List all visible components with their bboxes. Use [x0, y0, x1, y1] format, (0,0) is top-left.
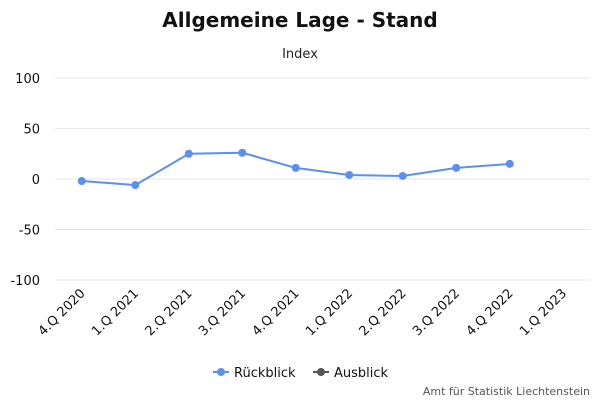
data-point[interactable]	[184, 149, 193, 158]
y-axis-ticks: 100 50 0 -50 -100	[10, 72, 40, 289]
chart-title: Allgemeine Lage - Stand	[162, 8, 437, 32]
x-tick-label: 3.Q 2022	[410, 286, 463, 339]
legend-marker-rueckblick	[217, 368, 225, 376]
y-tick-label: 0	[32, 173, 40, 188]
x-tick-label: 4.Q 2022	[464, 286, 517, 339]
series-layer	[77, 148, 514, 190]
data-point[interactable]	[398, 171, 407, 180]
legend-label-ausblick: Ausblick	[334, 366, 389, 381]
x-tick-label: 4.Q 2020	[36, 286, 89, 339]
grid-layer	[55, 77, 590, 281]
x-axis-ticks: 4.Q 2020 1.Q 2021 2.Q 2021 3.Q 2021 4.Q 2021…	[36, 286, 570, 339]
x-tick-label: 2.Q 2021	[143, 286, 196, 339]
data-point[interactable]	[452, 163, 461, 172]
chart-subtitle: Index	[282, 47, 318, 62]
y-tick-label: 100	[15, 72, 40, 87]
data-point[interactable]	[345, 170, 354, 179]
legend: Rückblick Ausblick	[213, 366, 389, 381]
data-point[interactable]	[77, 177, 86, 186]
data-point[interactable]	[131, 181, 140, 190]
legend-item-rueckblick[interactable]: Rückblick	[213, 366, 296, 381]
legend-marker-ausblick	[317, 368, 325, 376]
x-tick-label: 1.Q 2021	[89, 286, 142, 339]
x-tick-label: 1.Q 2022	[303, 286, 356, 339]
y-tick-label: 50	[23, 123, 40, 138]
legend-item-ausblick[interactable]: Ausblick	[313, 366, 389, 381]
data-point[interactable]	[505, 159, 514, 168]
data-point[interactable]	[291, 163, 300, 172]
credits[interactable]: Amt für Statistik Liechtenstein	[423, 385, 590, 398]
x-tick-label: 4.Q 2021	[250, 286, 303, 339]
x-tick-label: 3.Q 2021	[196, 286, 249, 339]
x-tick-label: 2.Q 2022	[357, 286, 410, 339]
data-point[interactable]	[238, 148, 247, 157]
y-tick-label: -100	[10, 274, 40, 289]
legend-label-rueckblick: Rückblick	[234, 366, 296, 381]
x-tick-label: 1.Q 2023	[517, 286, 570, 339]
y-tick-label: -50	[19, 224, 40, 239]
